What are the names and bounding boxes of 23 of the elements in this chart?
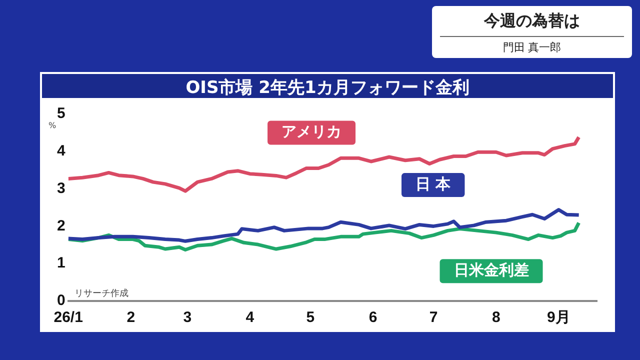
y-tick-label: 3 — [57, 180, 66, 197]
x-tick-label: 2 — [126, 309, 136, 326]
x-tick-label: 8 — [492, 309, 500, 326]
chart-title: OIS市場 2年先1カ月フォワード金利 — [40, 72, 615, 100]
x-tick-label: 5 — [306, 309, 315, 326]
y-tick-label: 0 — [57, 292, 66, 310]
x-tick-label: 7 — [429, 309, 438, 326]
x-tick-label: 6 — [368, 309, 378, 326]
x-tick-label: 3 — [183, 309, 192, 326]
y-axis-title: % — [48, 121, 57, 130]
y-tick-label: 4 — [57, 142, 66, 160]
y-tick-label: 1 — [57, 254, 66, 272]
annotation: リサーチ作成 — [74, 288, 128, 299]
y-tick-label: 2 — [57, 217, 66, 234]
x-tick-label: 26/1 — [54, 309, 83, 326]
x-tick-label: 9月 — [546, 309, 570, 326]
series-label: 日米金利差 — [454, 260, 529, 279]
x-tick-label: 4 — [246, 309, 255, 326]
y-tick-label: 5 — [57, 105, 66, 122]
series-label: アメリカ — [282, 122, 342, 141]
series-label: 日 本 — [416, 174, 452, 193]
text: 今週の為替は — [482, 11, 581, 32]
text: 門田 真一郎 — [440, 36, 624, 55]
